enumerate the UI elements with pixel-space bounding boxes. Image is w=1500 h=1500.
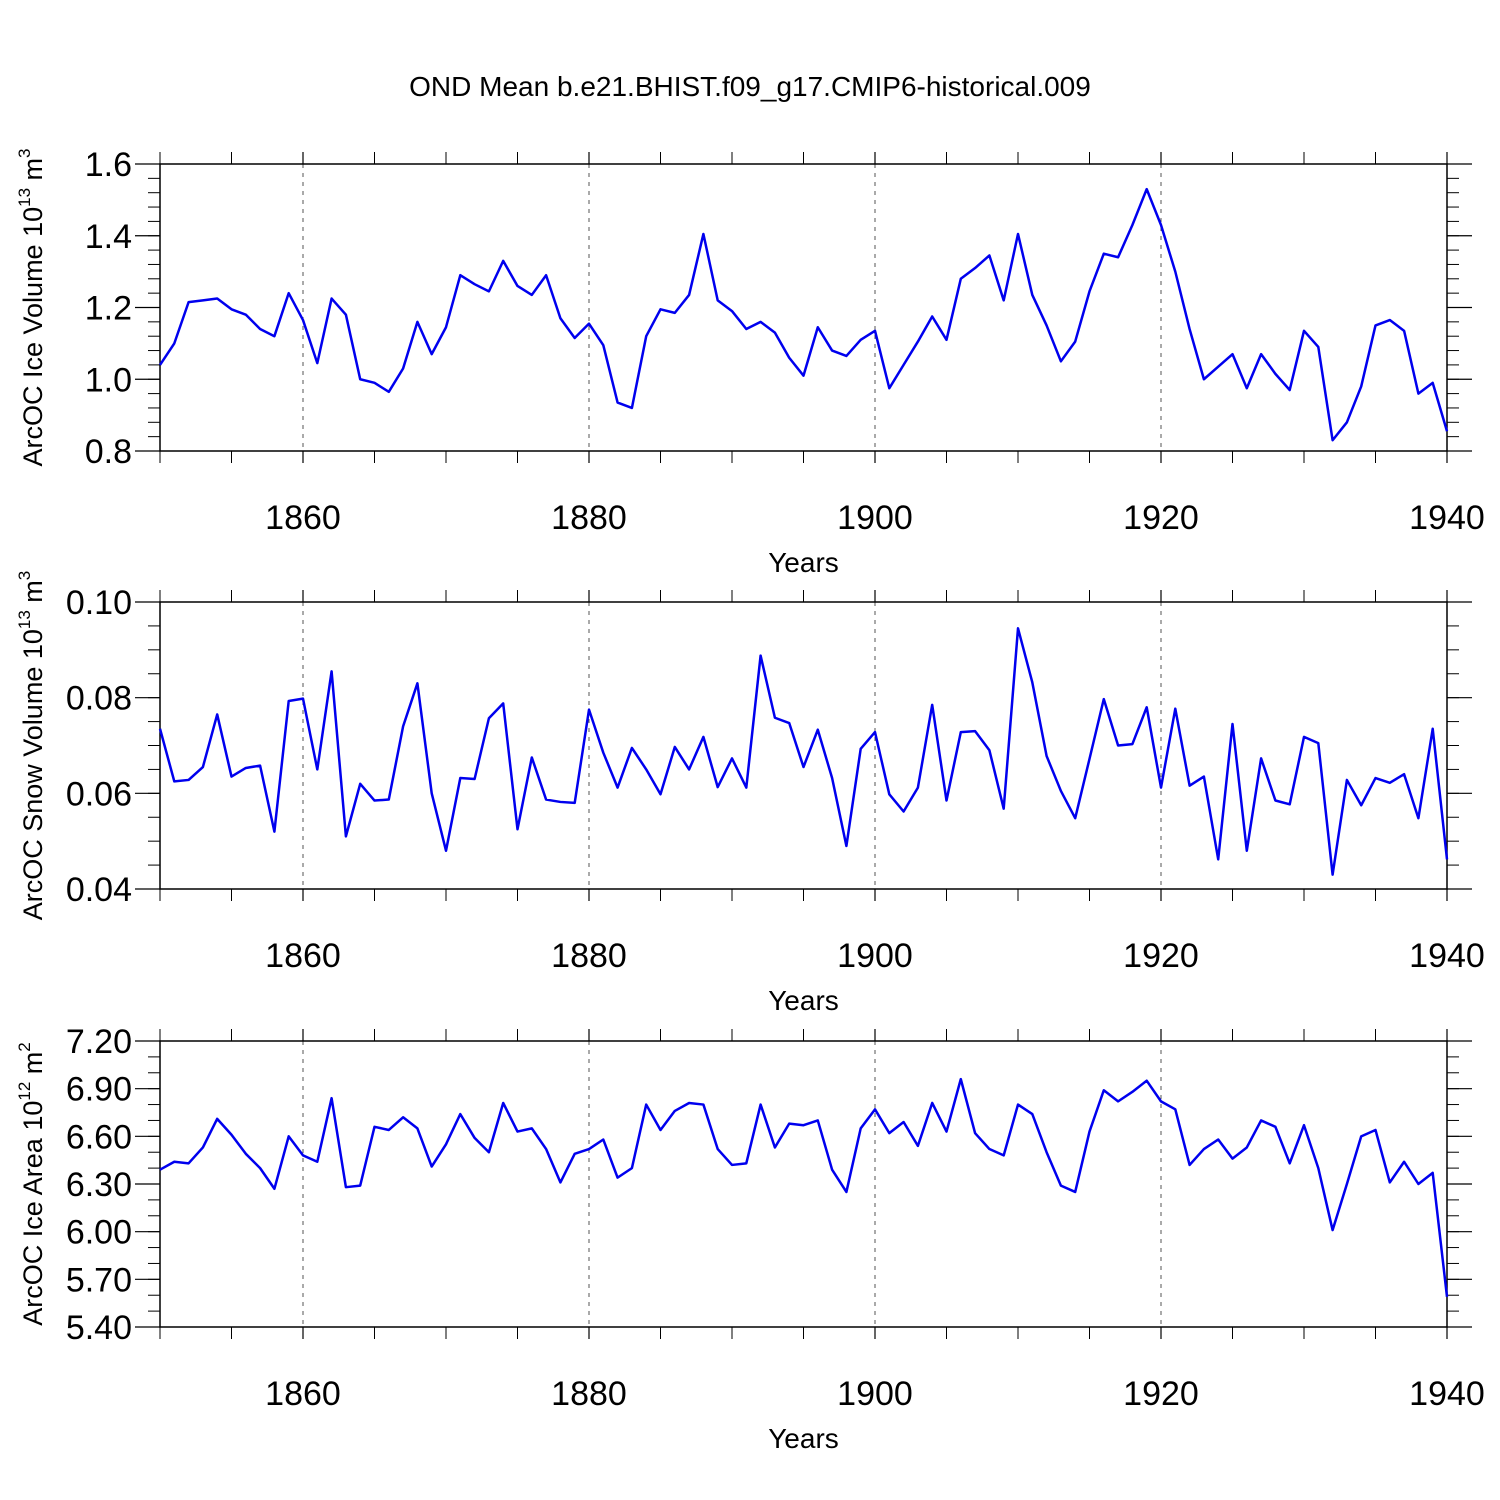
x-tick-label: 1920 bbox=[1123, 499, 1199, 537]
y-axis-label: ArcOC Ice Volume 1013 m3 bbox=[15, 148, 48, 466]
x-tick-label: 1900 bbox=[837, 499, 913, 537]
data-line-3 bbox=[159, 1077, 1449, 1297]
x-tick-label: 1880 bbox=[551, 499, 627, 537]
x-tick-label: 1900 bbox=[837, 1375, 913, 1413]
panel-1: 1860 1880 1900 1920 1940 0.8 1.0 1.2 1.4 1.6 Years… bbox=[15, 146, 1485, 578]
x-tick-label: 1880 bbox=[551, 937, 627, 975]
chart-title: OND Mean b.e21.BHIST.f09_g17.CMIP6-histo… bbox=[409, 71, 1091, 102]
y-axis-label-exponent: 13 bbox=[15, 188, 34, 207]
x-tick-label: 1900 bbox=[837, 937, 913, 975]
plot-frame bbox=[159, 601, 1448, 890]
panel-3: 1860 1880 1900 1920 1940 5.40 5.70 6.00 6.30 6.60… bbox=[15, 1023, 1485, 1454]
y-axis-label-unit: m bbox=[18, 580, 48, 610]
x-axis-label: Years bbox=[768, 547, 839, 578]
y-tick-label: 6.30 bbox=[66, 1166, 132, 1204]
y-axis-label-exponent: 13 bbox=[15, 610, 34, 629]
y-tick-label: 6.00 bbox=[66, 1214, 132, 1252]
x-tick-label: 1940 bbox=[1409, 937, 1485, 975]
y-tick-label: 1.6 bbox=[85, 146, 132, 184]
y-tick-label: 1.4 bbox=[85, 218, 132, 256]
y-tick-label: 5.70 bbox=[66, 1261, 132, 1299]
chart-panels: 1860 1880 1900 1920 1940 0.8 1.0 1.2 1.4 1.6 Years… bbox=[15, 146, 1485, 1454]
x-tick-label: 1860 bbox=[265, 499, 341, 537]
y-axis-label-unit-exponent: 3 bbox=[15, 148, 34, 157]
y-axis-label-main: ArcOC Snow Volume 10 bbox=[18, 629, 48, 920]
plot-frame bbox=[159, 1040, 1448, 1328]
y-tick-label: 5.40 bbox=[66, 1309, 132, 1347]
y-tick-label: 0.10 bbox=[66, 584, 132, 622]
y-tick-label: 0.06 bbox=[66, 775, 132, 813]
x-axis-label: Years bbox=[768, 985, 839, 1016]
x-axis-label: Years bbox=[768, 1423, 839, 1454]
x-tick-label: 1860 bbox=[265, 1375, 341, 1413]
y-axis-label-main: ArcOC Ice Volume 10 bbox=[18, 207, 48, 467]
y-axis-label: ArcOC Snow Volume 1013 m3 bbox=[15, 571, 48, 921]
y-axis-label-unit-exponent: 2 bbox=[15, 1042, 34, 1051]
panel-2: 1860 1880 1900 1920 1940 0.04 0.06 0.08 0.10 Year… bbox=[15, 571, 1485, 1016]
x-tick-label: 1880 bbox=[551, 1375, 627, 1413]
y-axis-label: ArcOC Ice Area 1012 m2 bbox=[15, 1042, 48, 1326]
y-axis-label-unit: m bbox=[18, 158, 48, 188]
data-line-2 bbox=[158, 627, 1449, 876]
x-tick-label: 1940 bbox=[1409, 499, 1485, 537]
y-tick-label: 0.8 bbox=[85, 433, 132, 471]
x-tick-label: 1940 bbox=[1409, 1375, 1485, 1413]
y-axis-label-unit: m bbox=[18, 1052, 48, 1082]
x-tick-label: 1920 bbox=[1123, 937, 1199, 975]
data-line-1 bbox=[158, 187, 1449, 442]
plot-frame bbox=[159, 163, 1448, 452]
x-tick-label: 1860 bbox=[265, 937, 341, 975]
y-axis-label-exponent: 12 bbox=[15, 1082, 34, 1101]
x-tick-label: 1920 bbox=[1123, 1375, 1199, 1413]
y-axis-label-main: ArcOC Ice Area 10 bbox=[18, 1101, 48, 1326]
y-tick-label: 6.60 bbox=[66, 1118, 132, 1156]
y-axis-label-unit-exponent: 3 bbox=[15, 571, 34, 580]
y-tick-label: 1.2 bbox=[85, 290, 132, 328]
y-tick-label: 7.20 bbox=[66, 1023, 132, 1061]
y-tick-label: 0.08 bbox=[66, 680, 132, 718]
y-tick-label: 0.04 bbox=[66, 871, 132, 909]
y-tick-label: 6.90 bbox=[66, 1071, 132, 1109]
y-tick-label: 1.0 bbox=[85, 361, 132, 399]
